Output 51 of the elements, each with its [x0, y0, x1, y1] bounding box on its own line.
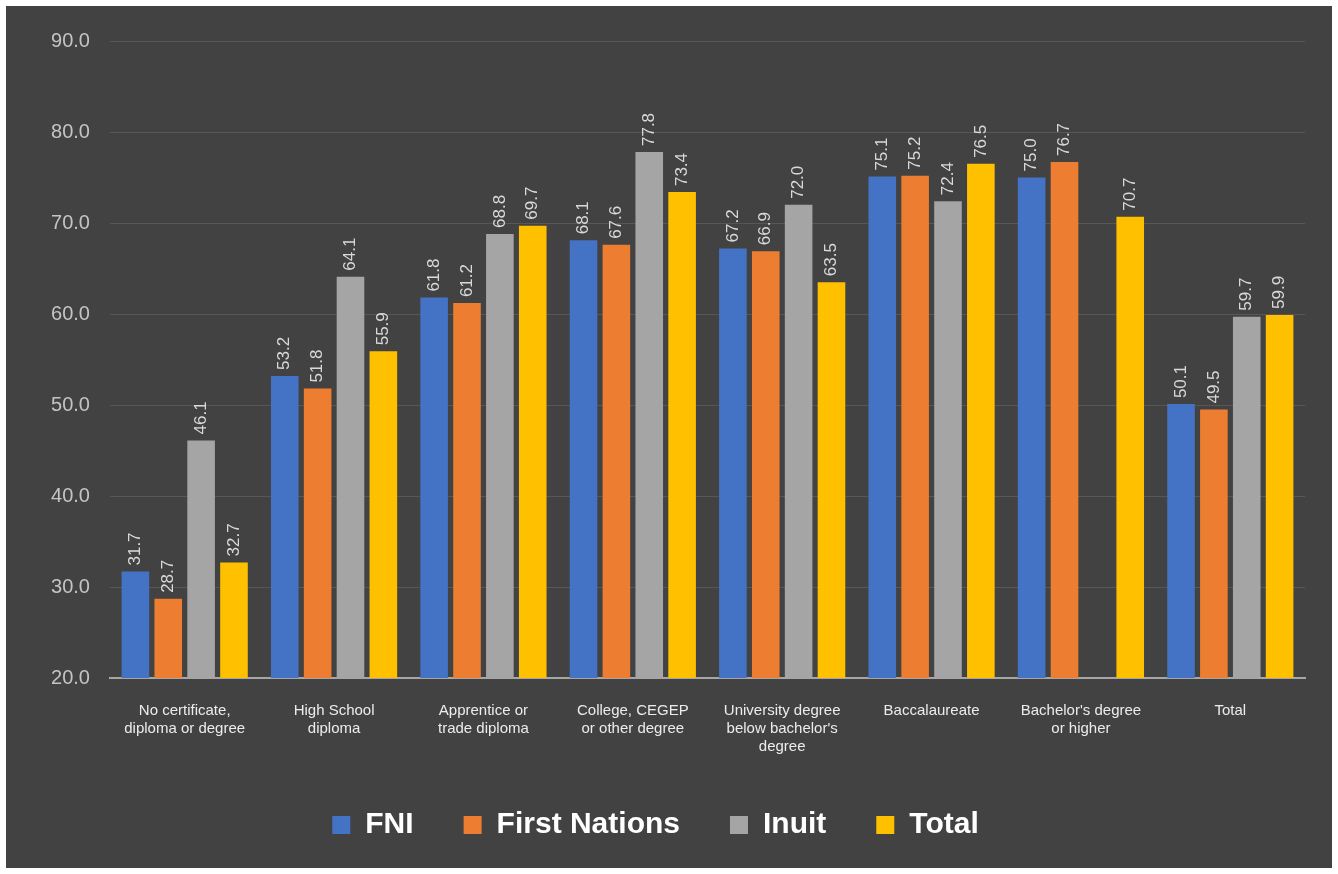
data-label: 72.4	[937, 162, 957, 196]
legend-label: FNI	[365, 806, 414, 840]
x-tick-label: Apprentice or trade diploma	[437, 701, 530, 737]
y-tick-label: 50.0	[51, 392, 90, 415]
data-label: 63.5	[821, 243, 841, 277]
data-label: 68.8	[489, 194, 509, 228]
y-tick-label: 80.0	[51, 119, 90, 142]
data-label: 69.7	[522, 186, 542, 220]
data-label: 32.7	[223, 523, 243, 557]
data-label: 68.1	[573, 201, 593, 235]
data-label: 46.1	[190, 401, 210, 435]
y-tick-label: 40.0	[51, 483, 90, 506]
data-label: 72.0	[788, 165, 808, 199]
data-label: 66.9	[755, 212, 775, 246]
data-label: 31.7	[125, 532, 145, 566]
data-label: 77.8	[638, 112, 658, 147]
data-label: 50.1	[1170, 365, 1190, 399]
data-label: 70.7	[1119, 177, 1139, 211]
data-label: 53.2	[274, 336, 294, 370]
x-tick-label: College, CEGEP or other degree	[576, 701, 689, 737]
data-label: 49.5	[1203, 370, 1223, 404]
x-tick-label: Baccalaureate	[883, 701, 980, 719]
legend-label: First Nations	[496, 806, 680, 840]
x-tick-label: High School diploma	[293, 701, 375, 737]
y-tick-label: 60.0	[51, 301, 90, 324]
data-label: 75.0	[1021, 138, 1041, 172]
legend-label: Inuit	[762, 806, 827, 840]
x-tick-label: University degree below bachelor's degree	[723, 701, 841, 755]
data-label: 28.7	[157, 559, 177, 593]
y-tick-label: 90.0	[51, 28, 90, 51]
data-label: 73.4	[671, 152, 691, 187]
x-tick-label: No certificate, diploma or degree	[124, 701, 246, 737]
data-label: 75.1	[871, 137, 891, 171]
data-label: 55.9	[373, 312, 393, 346]
data-label: 59.9	[1269, 275, 1289, 309]
y-tick-label: 30.0	[51, 574, 90, 597]
data-label: 67.6	[606, 205, 626, 239]
data-label: 64.1	[340, 237, 360, 271]
data-label: 61.8	[423, 258, 443, 292]
y-tick-label: 70.0	[51, 210, 90, 233]
y-tick-label: 20.0	[51, 665, 90, 688]
data-label: 76.7	[1054, 122, 1074, 157]
data-label: 59.7	[1236, 277, 1256, 311]
legend-label: Total	[909, 806, 979, 840]
data-label: 75.2	[904, 136, 924, 170]
data-label: 67.2	[722, 209, 742, 243]
data-label: 76.5	[970, 124, 990, 158]
x-tick-label: Total	[1214, 701, 1247, 719]
data-label: 61.2	[456, 263, 476, 298]
data-label: 51.8	[307, 349, 327, 383]
x-tick-label: Bachelor's degree or higher	[1020, 701, 1142, 737]
